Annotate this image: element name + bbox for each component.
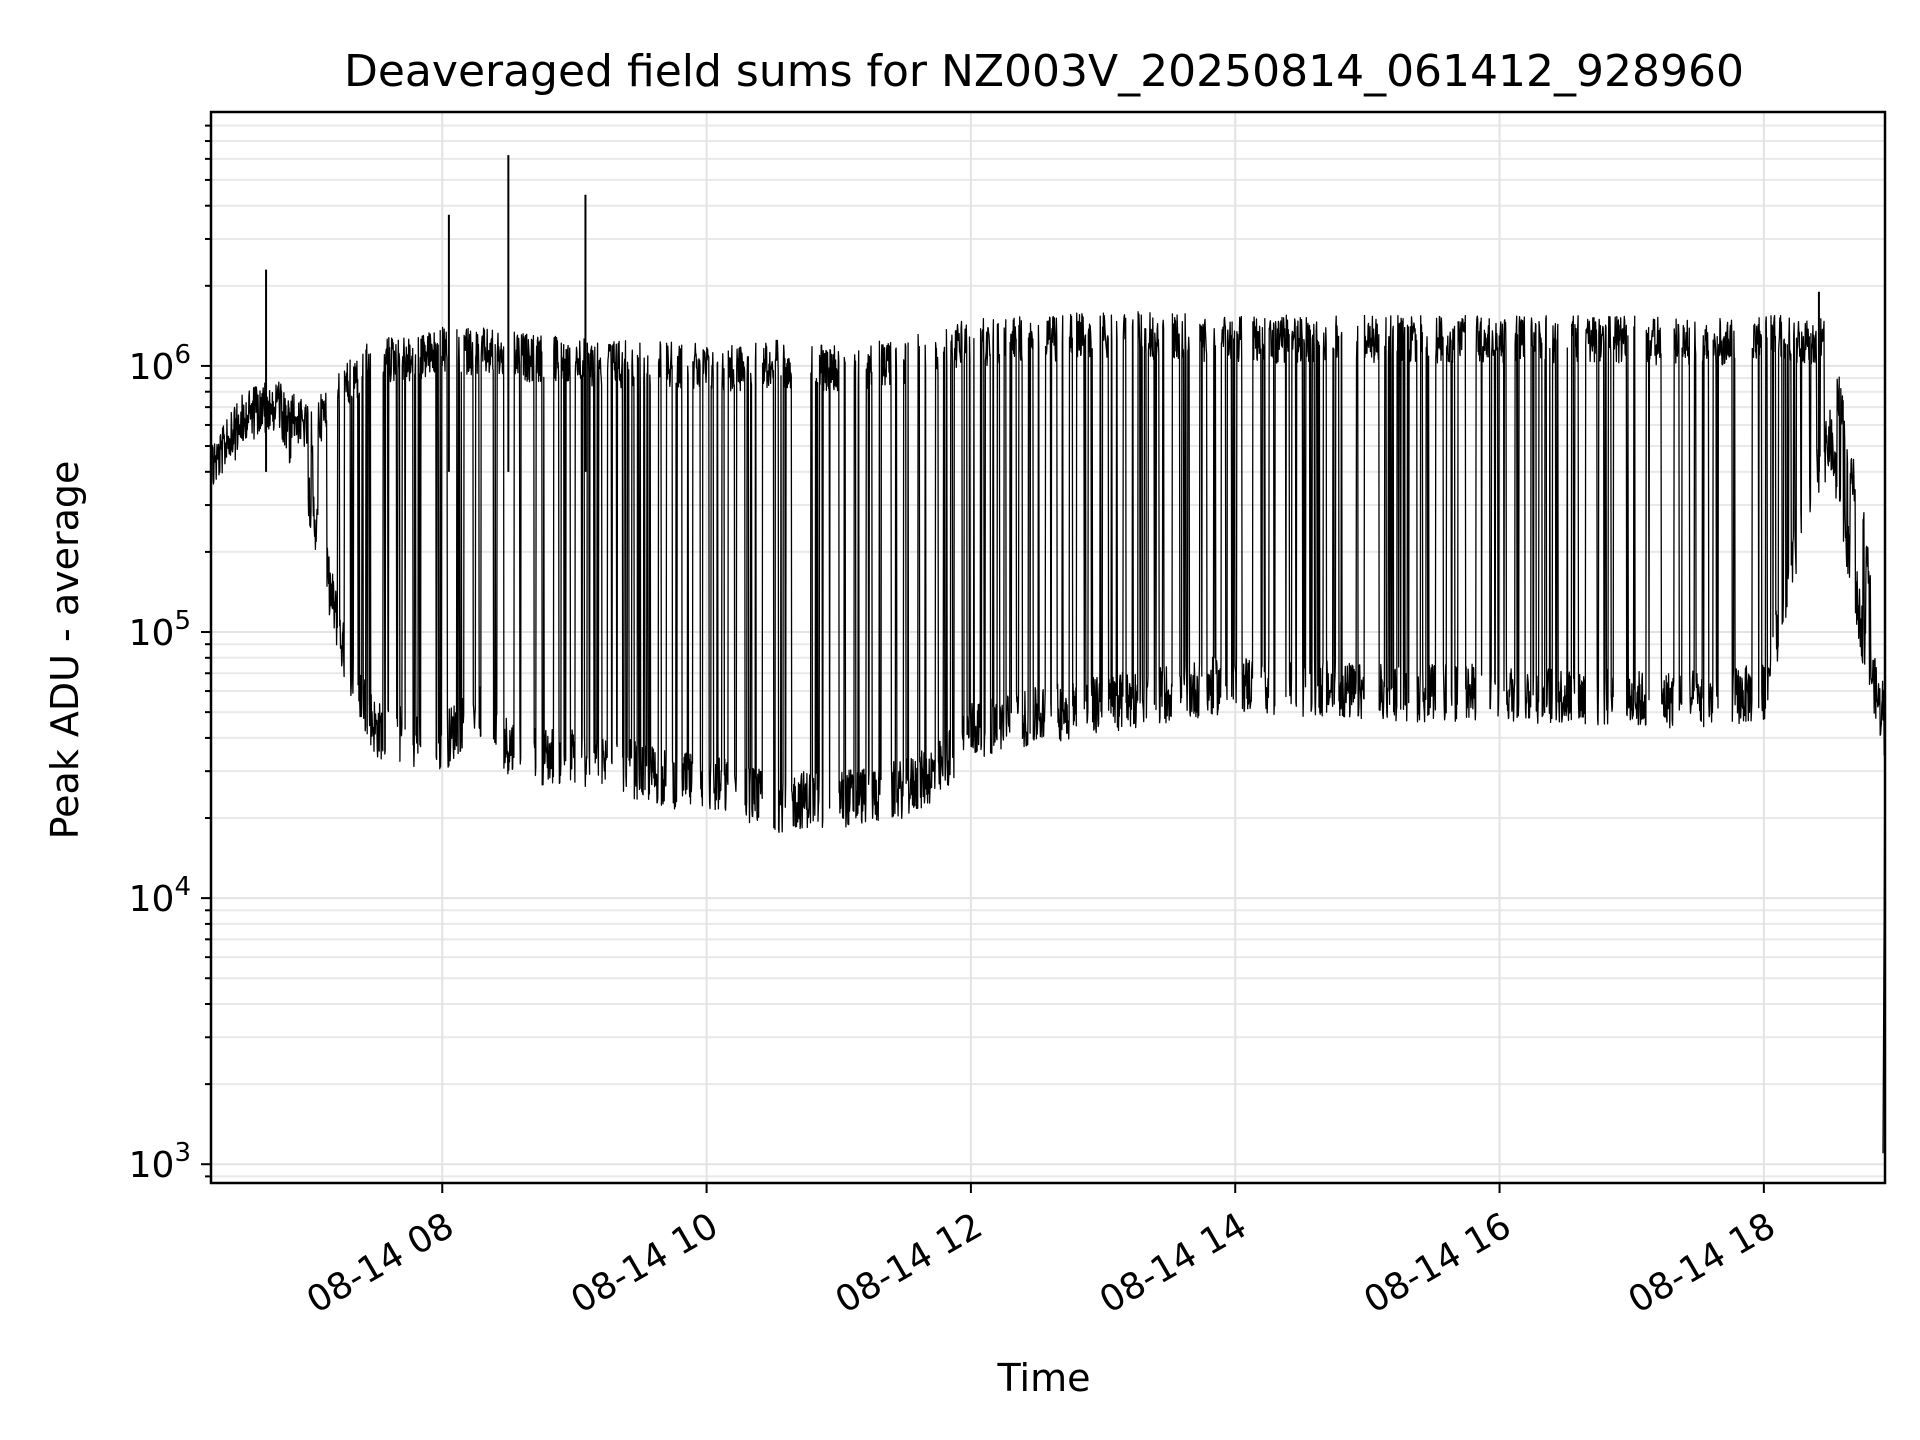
x-tick-label: 08-14 16 <box>1357 1205 1518 1321</box>
x-axis-label: Time <box>997 1356 1091 1400</box>
x-tick-label: 08-14 18 <box>1622 1205 1783 1321</box>
y-tick-label: 103 <box>129 1138 191 1186</box>
y-tick-label: 106 <box>129 340 191 388</box>
y-axis-label: Peak ADU - average <box>43 461 87 840</box>
y-tick-label: 104 <box>129 872 191 920</box>
series-layer <box>210 155 1886 1154</box>
x-tick-label: 08-14 10 <box>564 1205 725 1321</box>
series-line <box>210 311 1886 1154</box>
x-tick-label: 08-14 14 <box>1093 1205 1254 1321</box>
plot-frame <box>209 110 1887 1185</box>
x-tick-label: 08-14 08 <box>300 1205 461 1321</box>
chart-title: Deaveraged field sums for NZ003V_2025081… <box>344 46 1744 97</box>
y-tick-label: 105 <box>129 606 191 654</box>
x-tick-label: 08-14 12 <box>829 1205 990 1321</box>
